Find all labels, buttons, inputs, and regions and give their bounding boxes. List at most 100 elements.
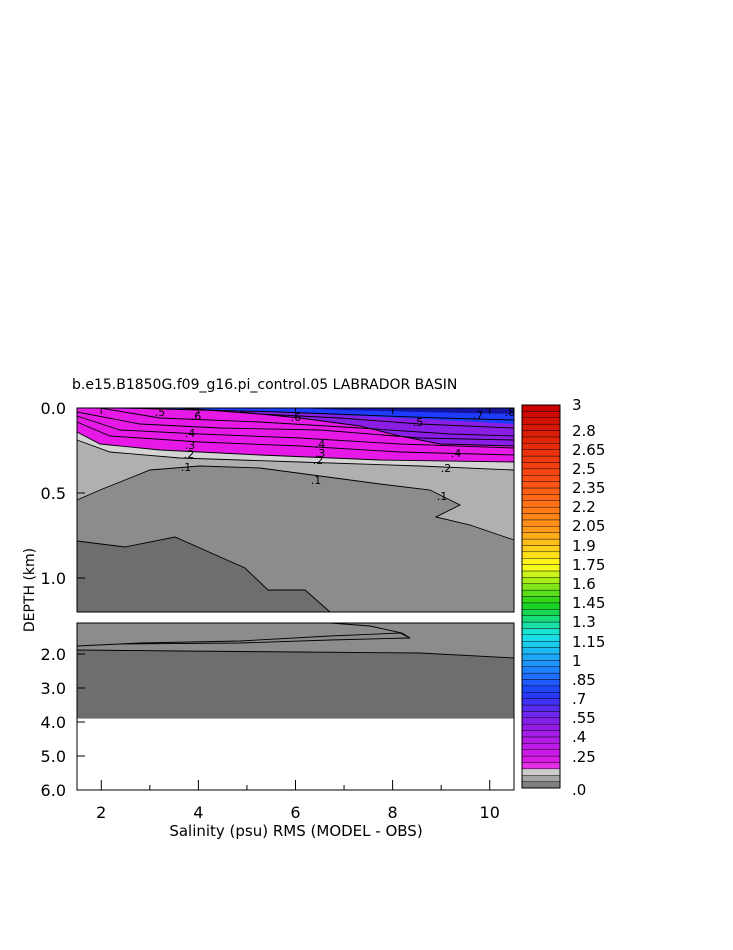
colorbar-cell — [521, 404, 561, 412]
colorbar-cell — [521, 538, 561, 546]
colorbar-cell — [521, 449, 561, 457]
colorbar-label: 2.65 — [572, 441, 605, 459]
colorbar-label: .85 — [572, 671, 596, 689]
dark-grey-region — [77, 537, 330, 612]
y-tick-label: 2.0 — [41, 645, 66, 664]
colorbar-label: 2.5 — [572, 460, 596, 478]
colorbar-label: 1.9 — [572, 537, 596, 555]
lower-depth-panel — [76, 622, 515, 791]
colorbar-cell — [521, 704, 561, 712]
colorbar-cell — [521, 609, 561, 616]
lower-mid-fill — [77, 623, 514, 658]
contour-label: .2 — [184, 448, 195, 461]
contour-label: .4 — [185, 427, 196, 440]
y-tick-label: 0.5 — [41, 484, 66, 503]
upper-contour-line — [76, 431, 515, 463]
y-tick-label: 3.0 — [41, 679, 66, 698]
colorbar-cell — [521, 781, 561, 789]
contour-label: .2 — [313, 454, 324, 467]
contour-label: .5 — [413, 416, 424, 429]
colorbar-frame — [521, 404, 561, 789]
colorbar-cell — [521, 653, 561, 661]
colorbar-label: 2.2 — [572, 498, 596, 516]
x-axis-label: Salinity (psu) RMS (MODEL - OBS) — [169, 822, 422, 840]
upper-contour-line — [76, 536, 331, 613]
contour-label: .1 — [437, 490, 448, 503]
y-tick-label: 0.0 — [41, 399, 66, 418]
colorbar-cell — [521, 615, 561, 623]
colorbar-cell — [521, 685, 561, 693]
colorbar-cell — [521, 666, 561, 674]
colorbar-cell — [521, 468, 561, 476]
axes: 2 4 6 8 10 0.0 0.5 1.0 2.0 3.0 4.0 5.0 6.0 — [41, 399, 500, 822]
colorbar-label: .4 — [572, 728, 586, 746]
colorbar-cell — [521, 768, 561, 776]
y-tick-label: 4.0 — [41, 713, 66, 732]
colorbar-cell — [521, 628, 561, 636]
colorbar-cell — [521, 634, 561, 642]
contour-label: .3 — [185, 439, 196, 452]
colorbar-cell — [521, 762, 561, 770]
colorbar-cell — [521, 577, 561, 584]
colorbar-label: .25 — [572, 748, 596, 766]
x-tick-label: 10 — [480, 803, 500, 822]
upper-contour-line — [76, 465, 515, 541]
blue-surface-strip — [77, 408, 514, 424]
contour-label: .1 — [181, 461, 192, 474]
x-tick-label: 4 — [193, 803, 203, 822]
colorbar-cell — [521, 417, 561, 425]
contour-label: .7 — [473, 409, 484, 422]
colorbar-cell — [521, 481, 561, 489]
colorbar-cell — [521, 532, 561, 540]
lower-contour-line — [76, 649, 515, 659]
contour-label: .8 — [505, 406, 516, 419]
colorbar-label: 1.3 — [572, 613, 596, 631]
chart-title: b.e15.B1850G.f09_g16.pi_control.05 LABRA… — [72, 377, 457, 393]
colorbar-label: 1.45 — [572, 594, 605, 612]
x-tick-label: 6 — [290, 803, 300, 822]
upper-contour-line — [99, 407, 515, 437]
colorbar-cell — [521, 743, 561, 750]
colorbar-cell — [521, 430, 561, 438]
colorbar-cell — [521, 443, 561, 450]
contour-label: .4 — [451, 447, 462, 460]
colorbar-label: 3 — [572, 396, 582, 414]
colorbar-cell — [521, 775, 561, 782]
colorbar-cell — [521, 640, 561, 648]
contour-label: .6 — [291, 411, 302, 424]
lower-contour-line — [329, 622, 411, 639]
colorbar-label: 2.8 — [572, 422, 596, 440]
colorbar-cell — [521, 564, 561, 572]
colorbar-cell — [521, 717, 561, 725]
colorbar-cell — [521, 506, 561, 514]
colorbar-cell — [521, 730, 561, 738]
colorbar-label: 1 — [572, 652, 582, 670]
deep-blue-strip — [300, 408, 514, 414]
colorbar-cell — [521, 672, 561, 680]
colorbar-cell — [521, 602, 561, 610]
colorbar-cell — [521, 647, 561, 655]
colorbar-cell — [521, 583, 561, 591]
contour-label: .6 — [191, 410, 202, 423]
colorbar-cell — [521, 596, 561, 604]
colorbar-cell — [521, 455, 561, 463]
upper-contour-line — [76, 411, 515, 441]
contour-label: .5 — [155, 406, 166, 419]
colorbar-label: 1.75 — [572, 556, 605, 574]
colorbar-cell — [521, 660, 561, 667]
colorbar-cell — [521, 462, 561, 470]
colorbar-label: 1.15 — [572, 633, 605, 651]
contour-label: .1 — [311, 474, 322, 487]
contour-label: .4 — [315, 438, 326, 451]
colorbar-cell — [521, 513, 561, 521]
colorbar-cell — [521, 679, 561, 687]
y-tick-label: 6.0 — [41, 781, 66, 800]
colorbar-cell — [521, 589, 561, 597]
contour-label: .2 — [441, 462, 452, 475]
upper-depth-panel — [76, 407, 515, 613]
colorbar: 3 2.82.652.52.352.22.05 1.91.751.61.451.3 1… — [521, 396, 605, 799]
colorbar-cell — [521, 711, 561, 718]
contour-label: .3 — [315, 447, 326, 460]
colorbar-cell — [521, 500, 561, 508]
